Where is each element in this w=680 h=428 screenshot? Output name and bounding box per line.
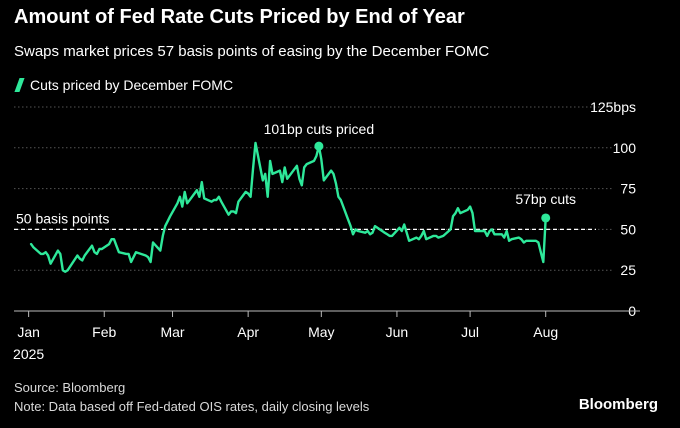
chart-title: Amount of Fed Rate Cuts Priced by End of… — [14, 6, 465, 28]
annotation-marker — [314, 141, 324, 151]
methodology-note: Note: Data based off Fed-dated OIS rates… — [14, 399, 370, 414]
annotations: 101bp cuts priced 57bp cuts — [264, 121, 576, 223]
series-group — [29, 141, 547, 273]
source-note: Source: Bloomberg — [14, 380, 126, 395]
x-tick-label: Jul — [461, 324, 479, 340]
x-tick-label: Feb — [92, 324, 116, 340]
series-line — [29, 141, 547, 273]
x-tick-label: May — [308, 324, 334, 340]
chart-subtitle: Swaps market prices 57 basis points of e… — [14, 43, 490, 60]
x-year-label: 2025 — [13, 346, 44, 362]
y-tick-label: 50 — [620, 221, 636, 237]
x-tick-label: Mar — [160, 324, 184, 340]
bloomberg-logo: Bloomberg — [578, 396, 658, 413]
y-tick-label: 25 — [620, 262, 636, 278]
x-tick-label: Aug — [533, 324, 558, 340]
y-tick-label: 125bps — [590, 99, 636, 115]
y-tick-label: 75 — [620, 181, 636, 197]
legend: Cuts priced by December FOMC — [14, 77, 233, 93]
reference-line-group: 50 basis points — [14, 210, 596, 231]
x-tick-label: Apr — [237, 324, 259, 340]
x-tick-label: Jan — [17, 324, 40, 340]
legend-label: Cuts priced by December FOMC — [30, 77, 234, 93]
x-tick-label: Jun — [386, 324, 409, 340]
y-tick-label: 100 — [613, 140, 637, 156]
annotation-marker — [541, 213, 551, 223]
annotation-label: 101bp cuts priced — [264, 121, 375, 137]
reference-line-label: 50 basis points — [16, 210, 109, 226]
annotation-label: 57bp cuts — [515, 191, 576, 207]
